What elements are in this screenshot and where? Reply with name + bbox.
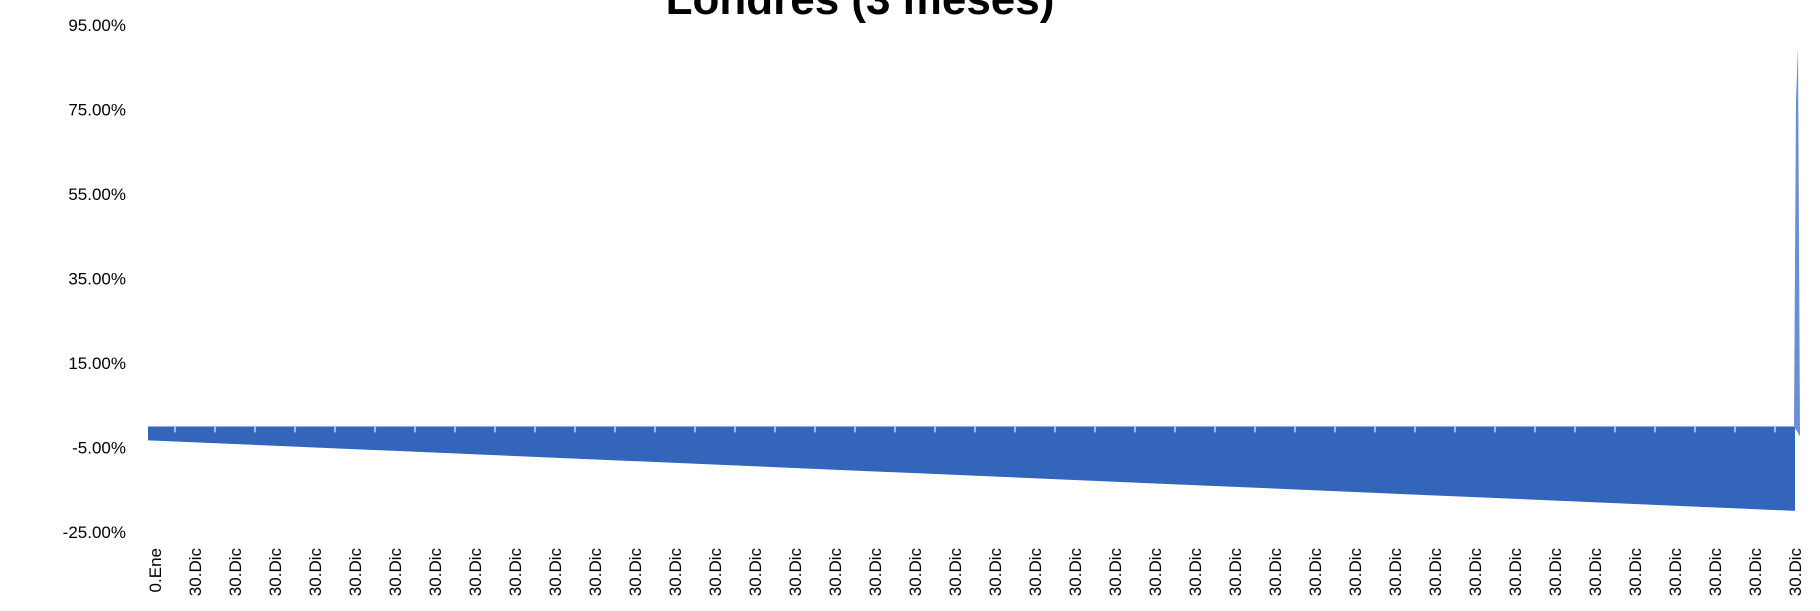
x-tick-label: 30.Dic [586,548,605,597]
x-tick-label: 30.Dic [746,548,765,597]
x-tick-label: 30.Dic [1546,548,1565,597]
y-axis: 95.00% 75.00% 55.00% 35.00% 15.00% -5.00% -25.… [63,16,126,542]
x-tick-label: 30.Dic [426,548,445,597]
x-tick-label: 30.Dic [826,548,845,597]
area-series [148,426,1795,511]
x-tick-label: 30.Dic [1466,548,1485,597]
x-tick-label: 30.Dic [1106,548,1125,597]
x-tick-label: 30.Dic [1026,548,1045,597]
x-tick-label: 30.Dic [1146,548,1165,597]
x-tick-label: 30.Dic [1666,548,1685,597]
x-tick-label: 30.Dic [626,548,645,597]
x-tick-label: 30.Dic [986,548,1005,597]
x-tick-label: 30.Dic [386,548,405,597]
x-tick-label: 30.Dic [1746,548,1765,597]
y-tick-label: 35.00% [68,270,126,289]
x-tick-label: 30.Dic [1426,548,1445,597]
x-tick-label: 30.Dic [1386,548,1405,597]
x-tick-label: 30.Dic [226,548,245,597]
x-tick-label: 30.Dic [1586,548,1605,597]
x-tick-label: 30.Dic [1706,548,1725,597]
x-tick-label: 30.Dic [506,548,525,597]
chart-title: Londres (3 meses) [666,0,1055,24]
x-tick-label: 30.Dic [1786,548,1805,597]
y-tick-label: 75.00% [68,101,126,120]
x-tick-label: 30.Dic [1306,548,1325,597]
x-tick-label: 30.Dic [466,548,485,597]
x-tick-label: 30.Dic [1186,548,1205,597]
x-tick-label: 30.Dic [786,548,805,597]
x-tick-label: 30.Dic [1626,548,1645,597]
y-tick-label: 15.00% [68,354,126,373]
x-axis: 0.Ene 30.Dic 30.Dic 30.Dic 30.Dic 30.Dic 30.Di… [146,426,1805,596]
x-tick-label: 30.Dic [1066,548,1085,597]
x-tick-label: 30.Dic [266,548,285,597]
x-tick-label: 30.Dic [1346,548,1365,597]
x-tick-label: 30.Dic [866,548,885,597]
x-tick-label: 30.Dic [1506,548,1525,597]
y-tick-label: 55.00% [68,185,126,204]
x-tick-label: 30.Dic [186,548,205,597]
x-tick-label: 30.Dic [666,548,685,597]
x-tick-label: 30.Dic [546,548,565,597]
y-tick-label: -5.00% [72,439,126,458]
x-tick-label: 0.Ene [146,548,165,592]
x-tick-label: 30.Dic [346,548,365,597]
area-spike [1794,46,1800,437]
x-tick-label: 30.Dic [946,548,965,597]
x-tick-label: 30.Dic [706,548,725,597]
x-tick-label: 30.Dic [1266,548,1285,597]
x-tick-label: 30.Dic [906,548,925,597]
y-tick-label: -25.00% [63,523,126,542]
x-tick-label: 30.Dic [1226,548,1245,597]
plot-area [148,46,1800,511]
y-tick-label: 95.00% [68,16,126,35]
x-tick-label: 30.Dic [306,548,325,597]
